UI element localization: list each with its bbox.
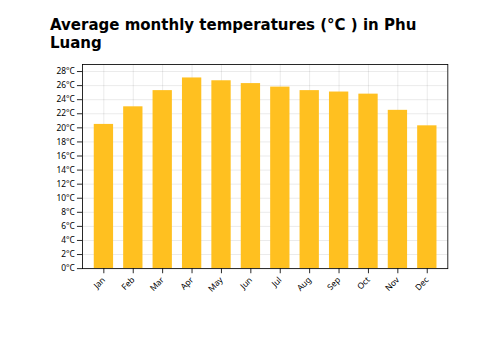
svg-text:Feb: Feb xyxy=(119,274,137,292)
svg-text:Sep: Sep xyxy=(324,274,342,292)
svg-text:May: May xyxy=(205,274,225,294)
svg-text:Jan: Jan xyxy=(90,274,107,291)
svg-text:Aug: Aug xyxy=(294,274,313,293)
svg-text:Dec: Dec xyxy=(412,274,430,292)
svg-text:28°C: 28°C xyxy=(56,65,75,76)
svg-text:26°C: 26°C xyxy=(56,79,75,90)
svg-text:8°C: 8°C xyxy=(61,206,75,217)
svg-text:4°C: 4°C xyxy=(61,234,75,245)
svg-text:Nov: Nov xyxy=(382,274,401,293)
svg-text:Oct: Oct xyxy=(354,274,371,291)
svg-text:6°C: 6°C xyxy=(61,220,75,231)
svg-text:Apr: Apr xyxy=(178,274,196,292)
svg-text:Mar: Mar xyxy=(147,274,166,293)
svg-text:16°C: 16°C xyxy=(56,150,75,161)
svg-text:24°C: 24°C xyxy=(56,93,75,104)
svg-text:12°C: 12°C xyxy=(56,178,75,189)
svg-text:14°C: 14°C xyxy=(56,164,75,175)
svg-text:18°C: 18°C xyxy=(56,136,75,147)
svg-text:2°C: 2°C xyxy=(61,248,75,259)
svg-text:0°C: 0°C xyxy=(61,262,75,273)
svg-text:Jul: Jul xyxy=(268,274,283,289)
svg-text:10°C: 10°C xyxy=(56,192,75,203)
html-text:Average monthly temperatures (: Average monthly temperatures (°C ) in Ph… xyxy=(50,16,417,52)
svg-text:22°C: 22°C xyxy=(56,107,75,118)
svg-text:20°C: 20°C xyxy=(56,122,75,133)
svg-text:Jun: Jun xyxy=(237,274,254,291)
